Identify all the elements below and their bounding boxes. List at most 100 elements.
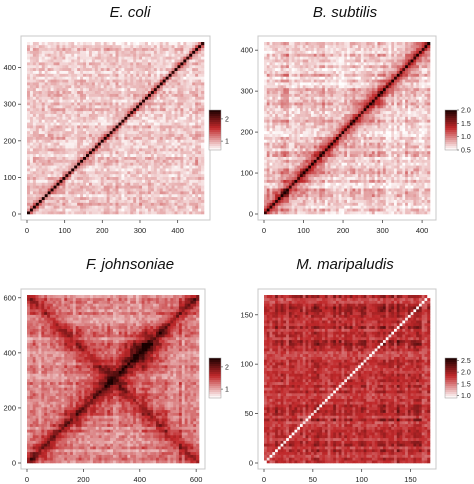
heatmap-cell — [165, 122, 169, 126]
heatmap-cell — [201, 79, 205, 83]
heatmap-cell — [156, 205, 161, 209]
heatmap-cell — [88, 150, 93, 155]
heatmap-cell — [115, 99, 119, 103]
heatmap-cell — [47, 76, 51, 80]
heatmap-cell — [109, 102, 113, 106]
heatmap-cell — [275, 159, 279, 163]
heatmap-cell — [103, 105, 107, 109]
heatmap-cell — [77, 82, 81, 86]
heatmap-cell — [291, 208, 295, 212]
heatmap-cell — [280, 156, 284, 160]
heatmap-cell — [106, 56, 110, 60]
heatmap-cell — [402, 191, 406, 195]
heatmap-cell — [355, 171, 359, 175]
heatmap-cell — [294, 182, 298, 186]
heatmap-cell — [324, 182, 328, 186]
heatmap-cell — [195, 182, 199, 186]
heatmap-cell — [177, 42, 181, 46]
heatmap-cell — [124, 191, 128, 195]
heatmap-cell — [118, 53, 122, 57]
heatmap-cell — [86, 85, 90, 89]
heatmap-cell — [171, 113, 175, 117]
heatmap-cell — [264, 205, 268, 209]
heatmap-cell — [319, 162, 323, 166]
heatmap-cell — [180, 176, 184, 180]
heatmap-cell — [335, 202, 339, 206]
heatmap-cell — [53, 70, 57, 74]
heatmap-cell — [305, 173, 309, 178]
heatmap-cell — [380, 193, 384, 198]
heatmap-cell — [77, 113, 81, 117]
heatmap-cell — [156, 122, 161, 126]
heatmap-cell — [136, 188, 140, 192]
heatmap-cell — [38, 150, 43, 155]
heatmap-cell — [118, 139, 122, 143]
heatmap-cell — [47, 122, 51, 126]
heatmap-cell — [56, 76, 60, 80]
heatmap-cell — [121, 185, 125, 189]
heatmap-cell — [65, 105, 69, 109]
heatmap-cell — [56, 179, 60, 183]
heatmap-cell — [177, 53, 181, 57]
heatmap-cell — [183, 90, 187, 94]
heatmap-cell — [189, 148, 193, 152]
heatmap-cell — [153, 79, 158, 83]
heatmap-cell — [62, 87, 66, 92]
heatmap-cell — [371, 171, 375, 175]
heatmap-cell — [145, 130, 149, 135]
heatmap-cell — [171, 179, 175, 183]
heatmap-cell — [189, 196, 193, 200]
heatmap-cell — [59, 110, 63, 114]
heatmap-cell — [121, 122, 125, 126]
heatmap-cell — [266, 193, 270, 198]
heatmap-cell — [168, 153, 172, 157]
heatmap-cell — [41, 133, 45, 137]
heatmap-cell — [124, 96, 128, 100]
heatmap-cell — [74, 176, 78, 180]
heatmap-cell — [355, 179, 359, 183]
heatmap-cell — [118, 188, 122, 192]
heatmap-cell — [124, 93, 128, 97]
heatmap-cell — [74, 50, 78, 54]
heatmap-cell — [80, 90, 84, 94]
heatmap-cell — [112, 59, 116, 63]
heatmap-cell — [62, 139, 66, 143]
heatmap-cell — [124, 50, 128, 54]
heatmap-cell — [174, 153, 178, 157]
heatmap-cell — [118, 208, 122, 212]
heatmap-cell — [402, 165, 406, 169]
heatmap-cell — [269, 199, 273, 203]
colorbar-segment — [209, 124, 221, 127]
heatmap-cell — [50, 64, 54, 69]
heatmap-cell — [74, 128, 78, 132]
heatmap-cell — [168, 122, 172, 126]
heatmap-cell — [91, 150, 96, 155]
heatmap-cell — [299, 168, 304, 172]
heatmap-cell — [358, 208, 362, 212]
heatmap-cell — [53, 56, 57, 60]
heatmap-cell — [171, 162, 175, 166]
heatmap-cell — [29, 165, 34, 169]
heatmap-cell — [136, 148, 140, 152]
heatmap-cell — [136, 93, 140, 97]
heatmap-cell — [130, 148, 134, 152]
heatmap-cell — [402, 173, 406, 178]
heatmap-cell — [358, 156, 362, 160]
heatmap-cell — [162, 50, 166, 54]
chart-title: E. coli — [109, 4, 151, 21]
heatmap-cell — [174, 59, 178, 63]
heatmap-cell — [147, 56, 152, 60]
heatmap-cell — [71, 145, 75, 149]
heatmap-cell — [266, 208, 270, 212]
heatmap-cell — [165, 165, 169, 169]
heatmap-cell — [291, 171, 295, 175]
heatmap-cell — [139, 116, 143, 120]
heatmap-cell — [416, 202, 420, 206]
heatmap-cell — [168, 148, 172, 152]
heatmap-cell — [32, 159, 37, 163]
heatmap-cell — [418, 156, 422, 160]
heatmap-cell — [145, 159, 149, 163]
heatmap-cell — [44, 76, 48, 80]
heatmap-cell — [91, 145, 96, 149]
heatmap-cell — [305, 162, 309, 166]
